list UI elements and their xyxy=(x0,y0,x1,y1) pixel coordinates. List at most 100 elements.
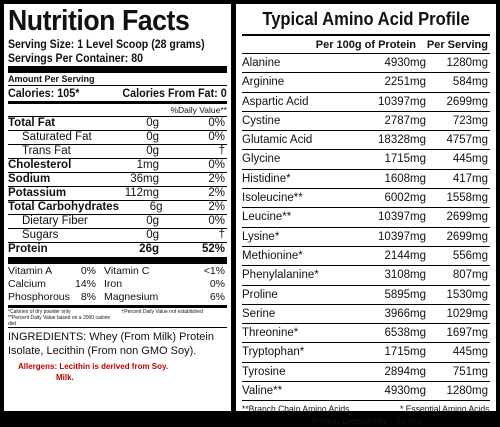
amino-title: Typical Amino Acid Profile xyxy=(262,9,470,29)
amino-per-serving: 1280mg xyxy=(446,385,488,398)
divider-medium xyxy=(8,101,227,104)
amino-name: Leucine** xyxy=(242,211,292,224)
divider-medium xyxy=(8,305,227,308)
divider-thick xyxy=(8,257,227,264)
amino-per-100g: 1715mg xyxy=(384,153,426,166)
nutrient-name: Sodium xyxy=(8,173,51,185)
vitamin-name: Vitamin C xyxy=(104,265,150,277)
nutrient-name: Cholesterol xyxy=(8,159,72,171)
nutrition-facts-panel: Nutrition Facts Serving Size: 1 Level Sc… xyxy=(4,4,231,411)
amino-name: Cystine xyxy=(242,114,281,127)
amino-name: Glycine xyxy=(242,153,281,166)
nutrient-dv: 0% xyxy=(208,131,225,143)
nutrient-amount: 36mg xyxy=(130,173,159,185)
amino-per-100g: 10397mg xyxy=(378,95,426,108)
nutrition-title: Nutrition Facts xyxy=(8,5,190,37)
amino-per-serving: 445mg xyxy=(452,346,488,359)
nutrient-dv: † xyxy=(218,145,225,157)
vitamin-name: Iron xyxy=(104,278,123,290)
nutrient-dv: 0% xyxy=(208,159,225,171)
amino-per-serving: 1029mg xyxy=(446,307,488,320)
nutrient-name: Sugars xyxy=(22,229,59,241)
amino-per-serving: 1280mg xyxy=(446,57,488,69)
amino-row: Arginine 2251mg 584mg xyxy=(242,72,490,91)
amino-per-serving: 417mg xyxy=(452,172,488,185)
nutrient-dv: 2% xyxy=(208,187,225,199)
nutrient-name: Saturated Fat xyxy=(22,131,92,143)
serving-size: Serving Size: 1 Level Scoop (28 grams) xyxy=(8,37,205,51)
amino-name: Serine xyxy=(242,307,276,320)
amino-row: Methionine* 2144mg 556mg xyxy=(242,245,490,265)
amino-row: Cystine 2787mg 723mg xyxy=(242,110,490,130)
amino-row: Histidine* 1608mg 417mg xyxy=(242,168,490,188)
amino-per-100g: 18328mg xyxy=(378,134,426,147)
vitamin-grid: Vitamin A 0% Vitamin C <1% Calcium 14% I… xyxy=(8,265,227,304)
amino-row: Tryptophan* 1715mg 445mg xyxy=(242,342,490,361)
amino-row: Glycine 1715mg 445mg xyxy=(242,149,490,168)
amino-per-serving: 807mg xyxy=(452,269,488,282)
footnote-not-established: †Percent Daily Value not established xyxy=(121,309,203,315)
amino-per-serving: 2699mg xyxy=(446,95,488,108)
amino-name: Methionine* xyxy=(242,249,303,262)
divider-thick xyxy=(8,66,227,73)
amino-per-serving: 2699mg xyxy=(446,230,488,243)
amino-per-serving: 2699mg xyxy=(446,211,488,224)
nutrient-dv: 2% xyxy=(208,201,225,213)
nutrient-dv: 52% xyxy=(201,243,225,255)
nutrient-name: Potassium xyxy=(8,187,67,199)
amino-name: Isoleucine** xyxy=(242,192,303,205)
amino-name: Valine** xyxy=(242,385,283,398)
amino-per-100g: 2251mg xyxy=(384,76,426,89)
amino-row: Alanine 4930mg 1280mg xyxy=(242,53,490,72)
nutrient-amount: 1mg xyxy=(136,159,159,171)
nutrient-row: Cholesterol 1mg 0% xyxy=(8,158,227,172)
nutrient-amount: 0g xyxy=(146,229,159,241)
divider-medium xyxy=(242,34,490,36)
amino-name: Threonine* xyxy=(242,327,299,340)
amino-legend: **Branch Chain Amino Acids * Essential A… xyxy=(242,403,489,415)
nutrient-amount: 6g xyxy=(149,201,163,213)
amino-per-100g: 6002mg xyxy=(384,192,426,205)
amino-per-100g: 3966mg xyxy=(384,307,426,320)
amino-row: Isoleucine** 6002mg 1558mg xyxy=(242,188,490,207)
vitamin-name: Magnesium xyxy=(104,291,159,303)
legend-eaa: * Essential Amino Acids xyxy=(400,404,490,415)
nutrient-row: Sodium 36mg 2% xyxy=(8,172,227,186)
nutrient-amount: 0g xyxy=(146,215,159,227)
amino-per-100g: 10397mg xyxy=(378,230,426,243)
protein-digestibility: Protein Digestibility - 99.6% xyxy=(310,416,422,427)
divider xyxy=(8,327,227,328)
vitamin-dv: 14% xyxy=(74,278,96,290)
ingredients: INGREDIENTS: Whey (From Milk) Protein Is… xyxy=(8,331,214,357)
amino-per-serving: 1530mg xyxy=(446,288,488,301)
nutrient-row: Potassium 112mg 2% xyxy=(8,186,227,200)
nutrient-amount: 0g xyxy=(146,131,159,143)
nutrient-row: Total Fat 0g 0% xyxy=(8,116,227,130)
nutrient-row: Trans Fat 0g † xyxy=(8,144,227,158)
amino-per-100g: 4930mg xyxy=(384,57,426,69)
nutrient-name: Total Carbohydrates xyxy=(8,201,119,213)
nutrient-row: Dietary Fiber 0g 0% xyxy=(8,214,227,228)
nutrient-table: Total Fat 0g 0% Saturated Fat 0g 0% Tran… xyxy=(8,116,227,256)
amino-row: Threonine* 6538mg 1697mg xyxy=(242,323,490,342)
amino-row: Proline 5895mg 1530mg xyxy=(242,284,490,304)
amino-per-serving: 4757mg xyxy=(446,134,488,147)
amino-per-serving: 1558mg xyxy=(446,192,488,205)
amino-per-100g: 6538mg xyxy=(384,327,426,340)
amino-per-serving: 556mg xyxy=(452,249,488,262)
amino-name: Alanine xyxy=(242,57,281,69)
allergens-line: Allergens: Lecithin is derived from Soy. xyxy=(18,362,169,371)
nutrient-amount: 0g xyxy=(146,117,159,129)
amino-name: Tryptophan* xyxy=(242,346,305,359)
nutrient-name: Trans Fat xyxy=(22,145,71,157)
amino-per-100g: 1715mg xyxy=(384,346,426,359)
amino-row: Valine** 4930mg 1280mg xyxy=(242,381,490,402)
nutrient-row: Protein 26g 52% xyxy=(8,242,227,256)
servings-per-container: Servings Per Container: 80 xyxy=(8,51,143,65)
amino-per-100g: 2787mg xyxy=(384,114,426,127)
nutrient-dv: 2% xyxy=(208,173,225,185)
amino-per-100g: 5895mg xyxy=(384,288,426,301)
vitamin-name: Calcium xyxy=(8,278,46,290)
amino-per-100g: 2894mg xyxy=(384,365,426,378)
vitamin-dv: 6% xyxy=(209,291,225,303)
